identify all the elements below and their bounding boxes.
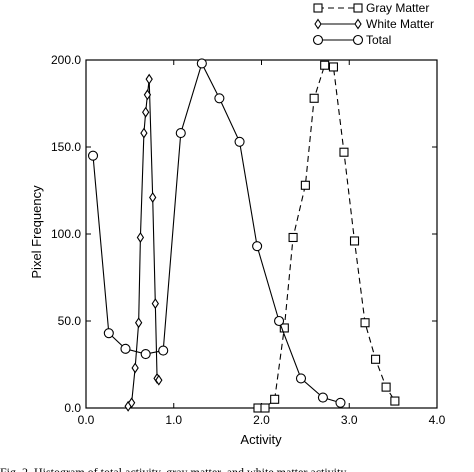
data-point-total [252,241,263,252]
data-point-total [295,373,307,384]
series-line-total [92,62,341,404]
series-line-gray-matter [257,64,396,409]
data-point-gray-matter [300,180,310,190]
data-point-white-matter [142,106,150,118]
x-tick-label: 0.0 [78,413,95,427]
data-point-white-matter [136,231,145,243]
data-point-gray-matter [270,394,280,404]
legend-label-gray-matter: Gray Matter [366,1,429,15]
x-axis-label: Activity [240,432,282,447]
data-point-total [175,128,186,139]
legend-label-total: Total [366,33,391,47]
data-point-white-matter [151,298,159,310]
legend-marker-gray-matter [313,3,323,13]
x-tick-labels: 0.0 1.0 2.0 3.0 4.0 [78,413,446,427]
data-point-white-matter [143,89,152,101]
data-point-total [196,58,207,69]
data-point-gray-matter [390,396,400,406]
plot-border [85,59,438,409]
data-point-gray-matter [320,60,330,70]
data-point-white-matter [131,362,139,374]
data-point-total [103,328,114,339]
data-point-gray-matter [339,147,349,157]
legend: Gray Matter White Matter Total [312,1,434,47]
data-point-total [87,150,99,161]
data-point-white-matter [127,397,136,409]
data-point-total [317,392,328,403]
data-point-gray-matter [381,382,391,392]
data-point-total [234,136,245,147]
legend-marker-gray-matter [353,3,363,13]
data-point-gray-matter [349,236,360,246]
data-point-gray-matter [260,403,270,413]
legend-label-white-matter: White Matter [366,17,434,31]
x-tick-label: 1.0 [165,413,182,427]
y-tick-label: 100.0 [51,227,81,241]
chart: 0.0 1.0 2.0 3.0 4.0 0.0 50.0 100.0 150.0 200.0 A… [29,1,446,447]
data-point-total [120,343,131,354]
tick-marks [85,59,438,409]
y-tick-label: 150.0 [51,140,81,154]
y-axis-label: Pixel Frequency [29,185,44,279]
plot-frame [85,59,438,409]
data-point-gray-matter [360,318,370,328]
data-point-white-matter [155,374,163,386]
data-point-total [214,93,225,104]
legend-marker-white-matter [354,18,362,30]
y-tick-label: 0.0 [64,401,81,415]
data-point-gray-matter [288,232,298,243]
data-point-white-matter [134,317,143,329]
y-tick-label: 50.0 [58,314,82,328]
legend-marker-white-matter [314,18,322,30]
data-point-white-matter [145,73,153,85]
data-point-gray-matter [328,62,339,72]
figure-caption: Fig. 2. Histogram of total activity, gra… [0,465,347,472]
series-total [87,58,346,408]
data-point-white-matter [149,191,157,203]
data-point-gray-matter [371,354,381,364]
legend-marker-total [352,34,364,46]
data-point-total [140,349,151,360]
x-tick-label: 2.0 [253,413,270,427]
legend-marker-total [312,34,324,46]
series-white-matter [124,73,163,412]
y-tick-labels: 0.0 50.0 100.0 150.0 200.0 [51,53,81,415]
x-tick-label: 4.0 [429,413,446,427]
series-layer [87,58,400,413]
data-point-gray-matter [279,323,289,333]
series-gray-matter [253,60,400,413]
y-tick-label: 200.0 [51,53,81,67]
x-tick-label: 3.0 [341,413,358,427]
data-point-total [273,315,285,327]
data-point-total [335,397,346,408]
data-point-total [158,345,169,356]
data-point-white-matter [140,127,148,139]
data-point-gray-matter [309,93,319,103]
